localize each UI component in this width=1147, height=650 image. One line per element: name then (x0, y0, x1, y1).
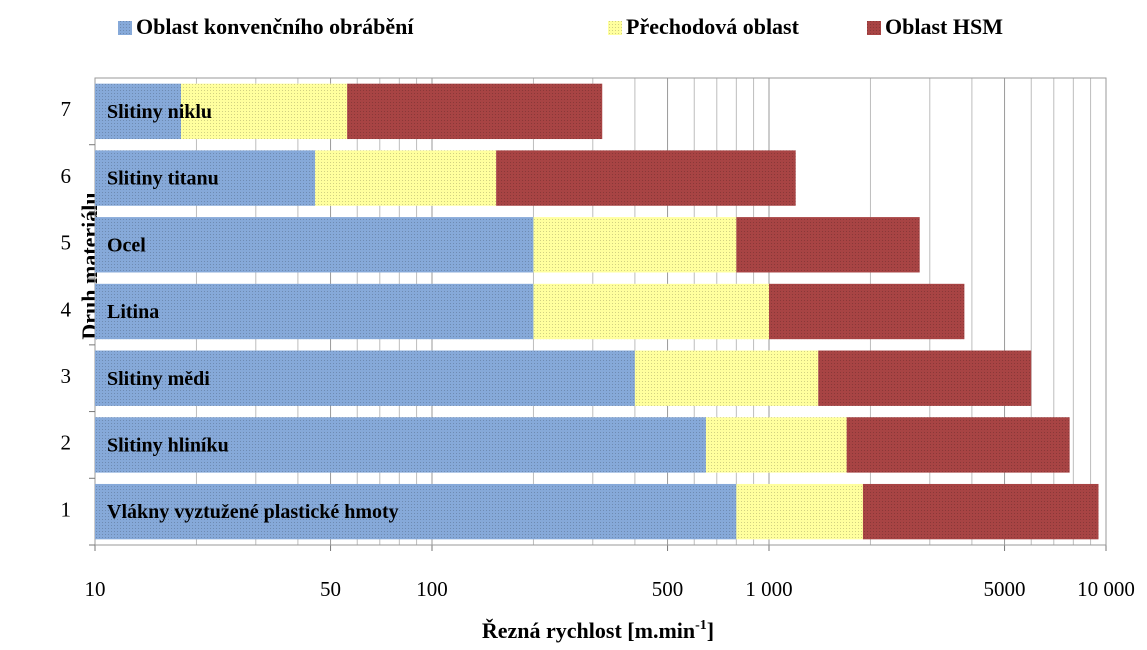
x-tick-label: 10 000 (1077, 577, 1135, 601)
y-tick-label: 5 (61, 231, 72, 255)
bar-label: Slitiny hliníku (107, 435, 229, 457)
y-tick-label: 4 (61, 297, 72, 321)
y-tick-label: 1 (61, 497, 72, 521)
bar-texture (496, 150, 796, 206)
bar-label: Litina (107, 301, 159, 323)
bar-texture (95, 150, 316, 206)
bar-label: Slitiny titanu (107, 168, 219, 190)
bar-texture (634, 350, 819, 406)
bar-label: Ocel (107, 234, 146, 256)
bar-texture (95, 83, 182, 140)
bar-texture (769, 283, 965, 340)
legend-texture (867, 21, 881, 35)
bar-texture (736, 483, 863, 540)
bar-texture (95, 417, 706, 473)
y-tick-label: 2 (61, 431, 72, 455)
y-tick-label: 3 (61, 364, 72, 388)
bar-texture (533, 283, 769, 340)
legend-item: Přechodová oblast (608, 14, 800, 39)
bar-texture (95, 283, 534, 340)
x-tick-label: 500 (652, 577, 684, 601)
x-axis-title-sup: -1 (695, 618, 707, 633)
bar-texture (846, 417, 1070, 473)
bar-texture (818, 350, 1032, 406)
legend-label: Přechodová oblast (626, 14, 800, 39)
bar-texture (181, 83, 348, 140)
bar-texture (736, 217, 920, 273)
bar-texture (315, 150, 497, 206)
y-tick-label: 6 (61, 164, 72, 188)
y-tick-label: 7 (61, 97, 72, 121)
x-tick-label: 1 000 (745, 577, 792, 601)
legend-texture (608, 21, 622, 35)
x-tick-label: 5000 (984, 577, 1026, 601)
bar-texture (862, 483, 1099, 540)
legend-texture (118, 21, 132, 35)
bar-texture (705, 417, 847, 473)
legend-item: Oblast konvenčního obrábění (118, 14, 414, 39)
bar-texture (95, 350, 635, 406)
legend-label: Oblast konvenčního obrábění (136, 14, 414, 39)
bar-label: Vlákny vyztužené plastické hmoty (107, 501, 399, 523)
x-tick-label: 100 (416, 577, 448, 601)
bar-texture (533, 217, 737, 273)
legend-label: Oblast HSM (885, 14, 1003, 39)
bar-label: Slitiny niklu (107, 101, 212, 123)
x-tick-label: 50 (320, 577, 341, 601)
bar-label: Slitiny mědi (107, 368, 210, 390)
x-axis-title-main: Řezná rychlost [m.min (482, 618, 695, 643)
x-axis-title-end: ] (707, 618, 714, 643)
x-tick-label: 10 (85, 577, 106, 601)
bar-texture (347, 83, 603, 140)
bar-texture (95, 217, 534, 273)
bar-texture (95, 483, 737, 540)
legend-item: Oblast HSM (867, 14, 1003, 39)
x-axis-title: Řezná rychlost [m.min-1] (482, 618, 714, 643)
